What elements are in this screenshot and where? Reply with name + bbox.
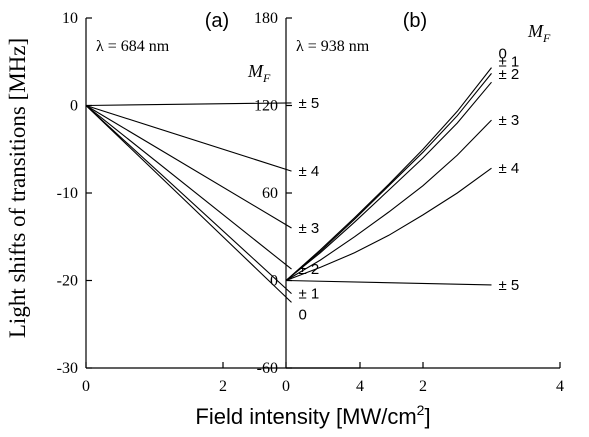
series-label-b: ± 4 xyxy=(499,160,520,177)
panel-label-b: (b) xyxy=(403,10,427,32)
series-label-a: ± 4 xyxy=(299,163,320,180)
panel-label-a: (a) xyxy=(205,10,229,32)
series-label-b: ± 5 xyxy=(499,277,520,294)
y-tick-label-a: 0 xyxy=(70,98,78,115)
series-line-b xyxy=(285,73,492,281)
series-label-b: ± 1 xyxy=(499,53,520,70)
series-label-b: 0 xyxy=(499,46,507,63)
series-label-a: ± 3 xyxy=(299,220,320,237)
wavelength-annotation-a: λ = 684 nm xyxy=(96,38,170,55)
legend-title-b: MF xyxy=(527,21,551,45)
y-tick-label-b: 0 xyxy=(270,273,278,290)
y-tick-label-b: 180 xyxy=(254,10,278,27)
series-label-a: ± 2 xyxy=(299,261,320,278)
series-line-b xyxy=(285,119,492,281)
x-tick-label-a: 2 xyxy=(219,378,227,395)
y-axis-label: Light shifts of transitions [MHz] xyxy=(5,38,30,338)
series-label-b: ± 2 xyxy=(499,66,520,83)
x-tick-label-b: 0 xyxy=(282,378,290,395)
series-line-b xyxy=(285,67,492,281)
series-line-a xyxy=(85,102,292,107)
series-line-b xyxy=(285,279,492,286)
y-tick-label-a: -20 xyxy=(57,273,78,290)
series-line-b xyxy=(285,81,492,281)
x-tick-label-a: 4 xyxy=(356,378,364,395)
series-line-a xyxy=(85,105,292,303)
y-tick-label-b: 60 xyxy=(262,185,278,202)
series-line-a xyxy=(85,105,292,295)
x-tick-label-b: 4 xyxy=(556,378,564,395)
series-label-b: ± 3 xyxy=(499,112,520,129)
series-line-b xyxy=(285,167,492,282)
x-axis-label: Field intensity [MW/cm2] xyxy=(195,402,430,429)
y-tick-label-a: -30 xyxy=(57,360,78,377)
series-label-a: ± 5 xyxy=(299,95,320,112)
legend-title-a: MF xyxy=(247,61,271,85)
x-tick-label-a: 0 xyxy=(82,378,90,395)
series-line-a xyxy=(85,104,292,172)
series-label-a: 0 xyxy=(299,306,307,323)
x-tick-label-b: 2 xyxy=(419,378,427,395)
series-line-a xyxy=(85,105,292,229)
y-tick-label-a: 10 xyxy=(62,10,78,27)
wavelength-annotation-b: λ = 938 nm xyxy=(296,38,370,55)
panel-a: -30 -20 -10 0 10 0 2 4 (a) λ = 684 nm MF ± 5 ± 4 ± 3 ±… xyxy=(57,10,364,395)
series-line-a xyxy=(85,105,292,270)
y-tick-label-b: 120 xyxy=(254,98,278,115)
y-tick-label-a: -10 xyxy=(57,185,78,202)
series-label-a: ± 1 xyxy=(299,286,320,303)
y-tick-label-b: -60 xyxy=(257,360,278,377)
